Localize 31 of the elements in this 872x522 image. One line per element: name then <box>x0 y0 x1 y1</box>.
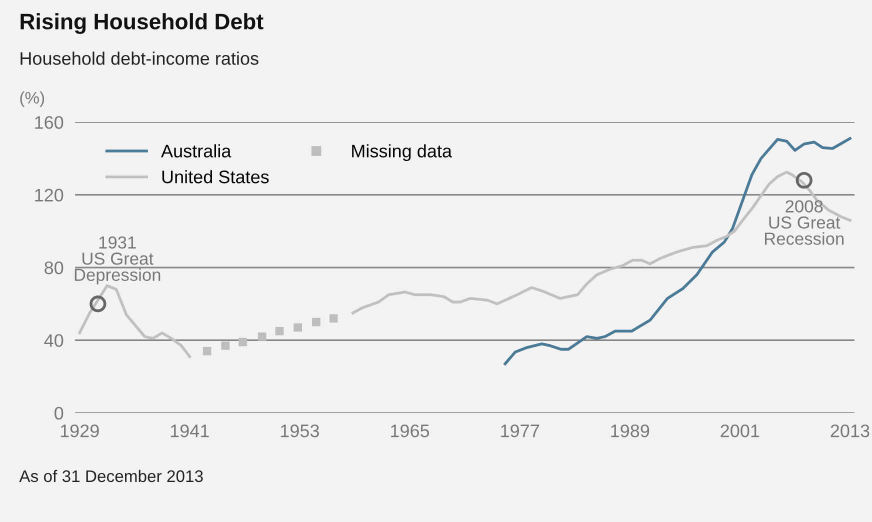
legend-label: Australia <box>161 144 232 158</box>
x-tick-label: 1953 <box>280 424 319 438</box>
x-tick-label: 1989 <box>611 424 650 438</box>
legend-label: United States <box>162 170 269 184</box>
point <box>221 342 230 350</box>
point <box>312 318 320 326</box>
chart-subtitle: Household debt-income ratios <box>20 52 258 65</box>
y-tick-label: 160 <box>35 116 64 129</box>
point <box>238 338 247 346</box>
point <box>202 346 212 356</box>
y-tick-label: 40 <box>44 334 64 347</box>
x-tick-label: 1965 <box>391 424 430 438</box>
annotation: 2008 US Great Recession <box>765 200 844 245</box>
x-tick-label: 1977 <box>501 424 539 438</box>
x-tick-label: 2001 <box>720 424 760 438</box>
annotation: 1931 US Great Depression <box>74 236 160 284</box>
x-tick-label: 1929 <box>60 424 99 438</box>
point <box>258 332 266 341</box>
point <box>275 326 284 336</box>
x-tick-label: 2013 <box>830 424 870 438</box>
line-series <box>504 137 852 366</box>
legend-label: Missing data <box>352 144 452 162</box>
text: As of 31 December 2013 <box>19 470 203 482</box>
y-tick-label: 0 <box>54 406 64 420</box>
y-tick-label: 120 <box>35 188 64 202</box>
point <box>294 323 302 332</box>
y-axis-title: (%) <box>20 91 44 107</box>
x-tick-label: 1941 <box>170 424 209 438</box>
chart-title: Rising Household Debt <box>20 13 264 34</box>
point <box>329 314 338 323</box>
y-tick-label: 80 <box>44 261 64 274</box>
